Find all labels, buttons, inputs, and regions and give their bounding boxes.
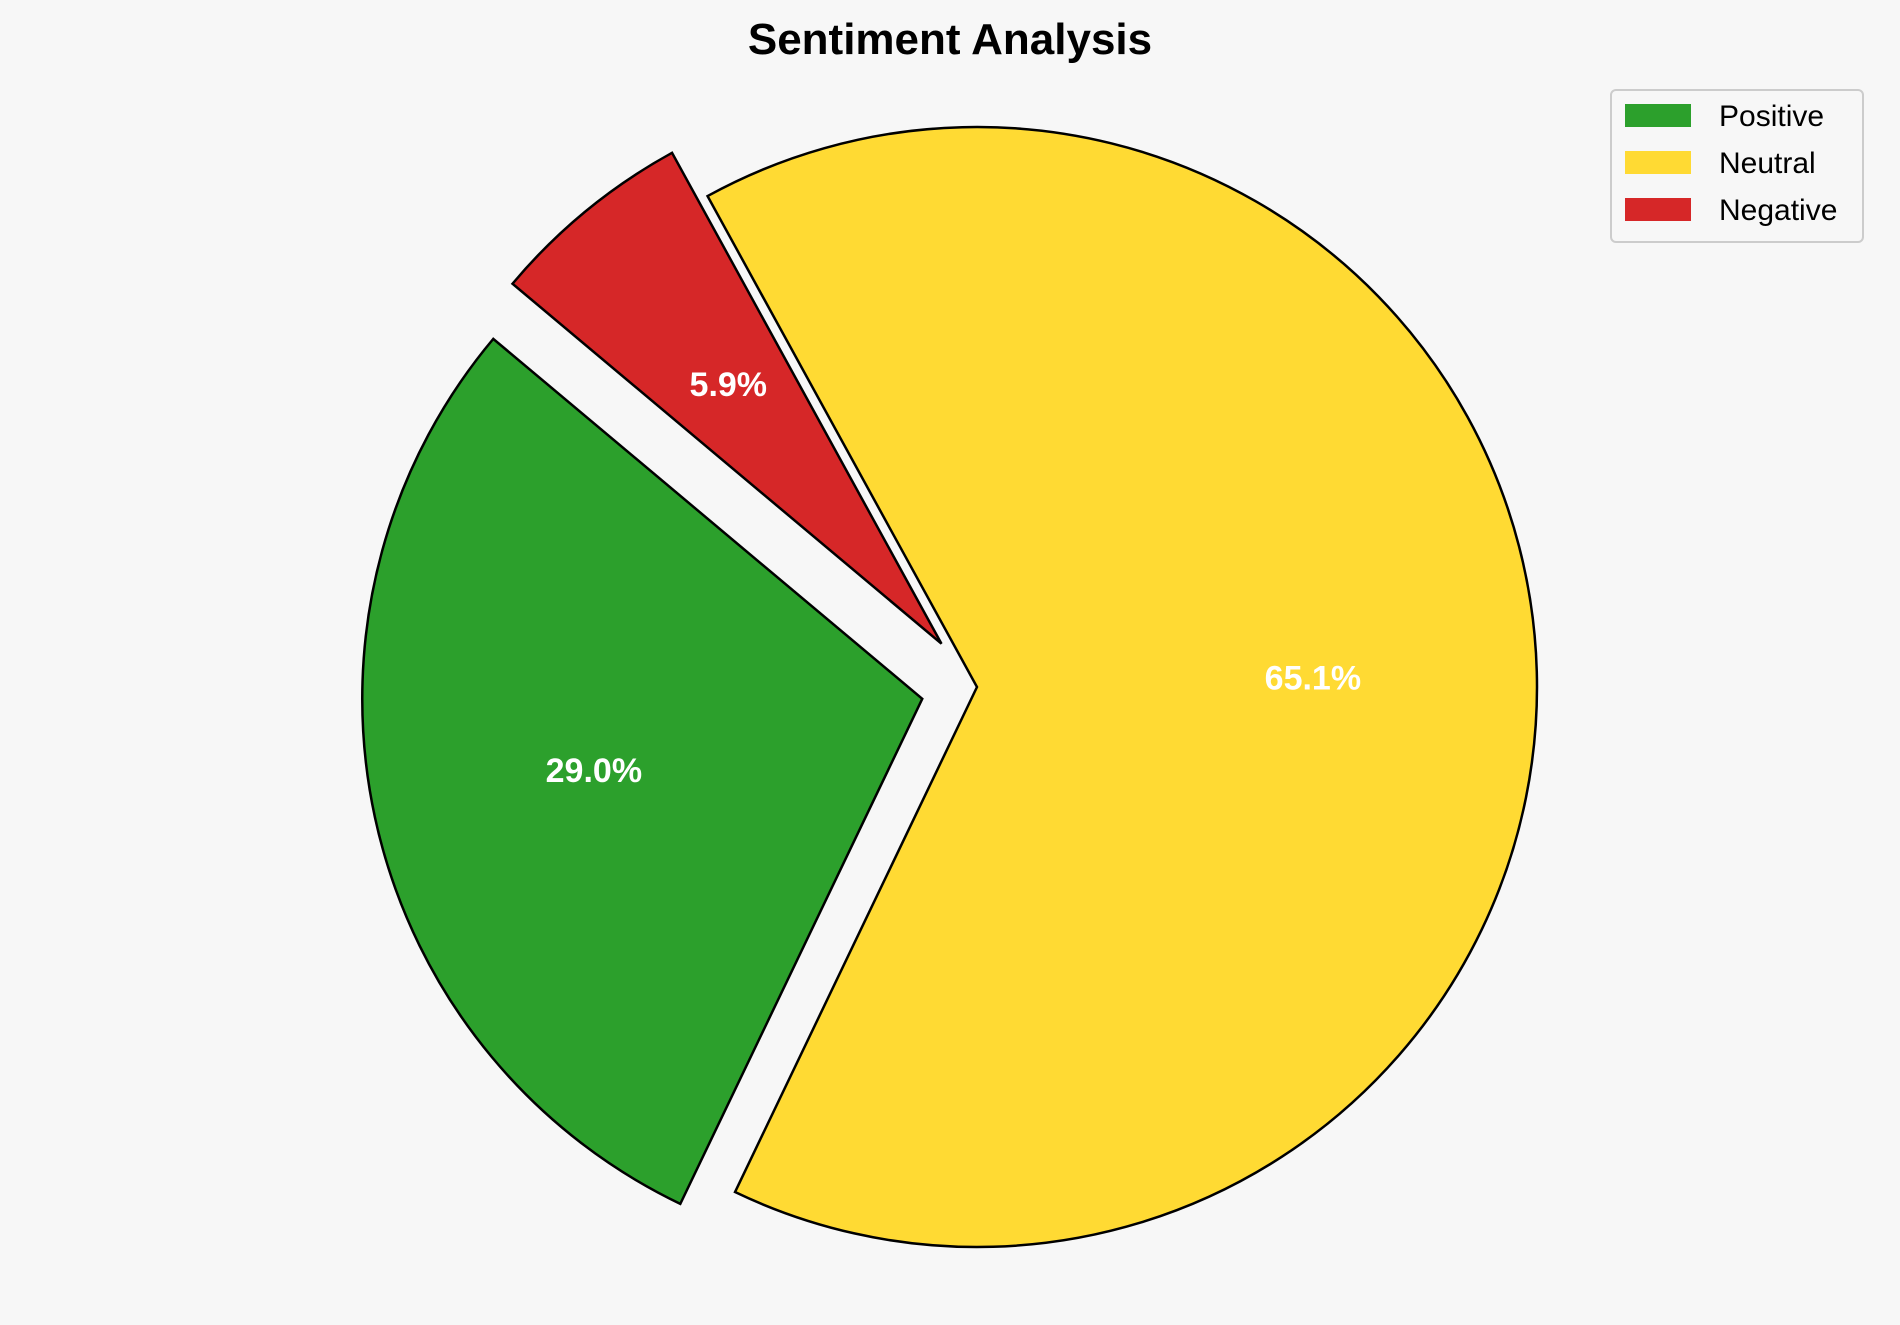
pie-slice-neutral — [705, 125, 1539, 1249]
slice-label-positive: 29.0% — [546, 752, 642, 790]
slice-label-negative: 5.9% — [690, 366, 768, 404]
pie-slice-positive — [361, 337, 924, 1206]
legend-label-positive: Positive — [1719, 100, 1824, 133]
legend-swatch-positive — [1625, 104, 1691, 127]
legend-label-neutral: Neutral — [1719, 147, 1816, 180]
slice-label-neutral: 65.1% — [1265, 660, 1361, 698]
chart-title: Sentiment Analysis — [748, 15, 1152, 64]
legend-swatch-negative — [1625, 198, 1691, 221]
legend-swatch-neutral — [1625, 151, 1691, 174]
pie-slice-negative — [510, 151, 943, 645]
legend: Positive Neutral Negative — [1610, 89, 1864, 243]
legend-label-negative: Negative — [1719, 194, 1837, 227]
